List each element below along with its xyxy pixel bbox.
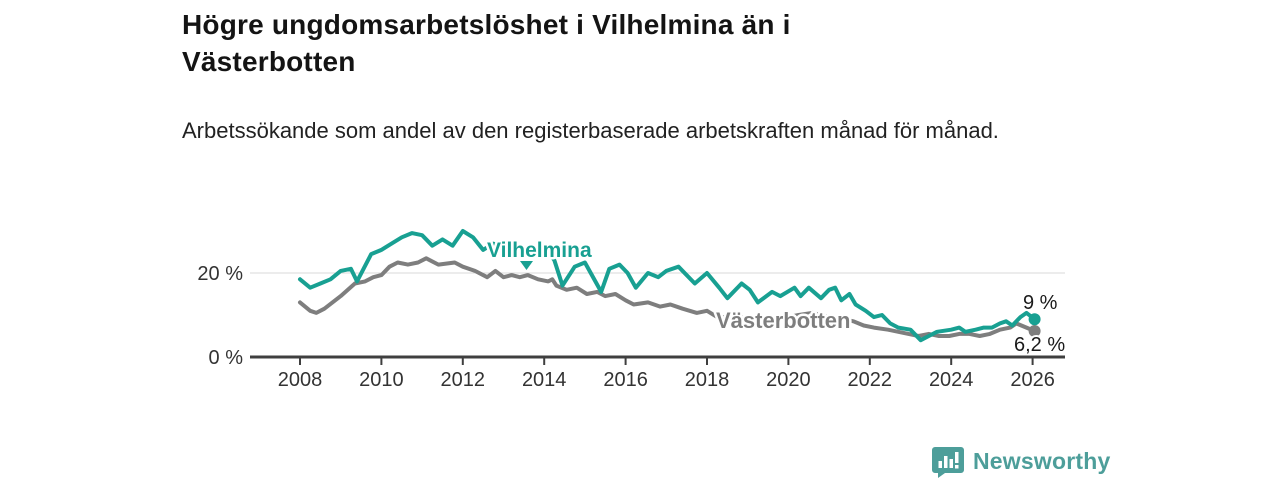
series-label-vilhelmina: Vilhelmina: [487, 239, 592, 262]
logo-bar-3: [949, 459, 953, 468]
x-axis: 2008 2010 2012 2014 2016 2018 2020 2022 2024 2026: [250, 355, 1065, 391]
series-label-vasterbotten: Västerbotten: [716, 308, 850, 333]
logo-bar-1: [938, 461, 942, 468]
page-subtitle: Arbetssökande som andel av den registerb…: [182, 118, 999, 143]
newsworthy-logo-icon: [932, 447, 964, 478]
y-axis-label-0: 0 %: [209, 347, 244, 369]
brand-footer: Newsworthy: [931, 444, 1110, 478]
end-value-label-vilhelmina: 9 %: [1023, 292, 1058, 314]
x-axis-label-2016: 2016: [603, 369, 648, 391]
logo-exclamation-dot: [955, 465, 959, 469]
logo-bubble-shape: [932, 447, 964, 478]
logo-bar-2: [944, 456, 948, 468]
x-axis-label-2008: 2008: [278, 369, 323, 391]
x-axis-label-2012: 2012: [441, 369, 486, 391]
series-line-vilhelmina: [298, 229, 1037, 343]
x-axis-label-2022: 2022: [848, 369, 893, 391]
x-axis-label-2014: 2014: [522, 369, 567, 391]
y-axis-label-20: 20 %: [197, 263, 243, 285]
x-axis-label-2010: 2010: [359, 369, 404, 391]
logo-exclamation-bar: [955, 452, 959, 463]
x-axis-label-2024: 2024: [929, 369, 974, 391]
x-axis-label-2020: 2020: [766, 369, 811, 391]
end-dot-västerbotten: [1028, 325, 1041, 337]
page-title: Högre ungdomsarbetslöshet i Vilhelmina ä…: [182, 9, 791, 77]
end-value-label-vasterbotten: 6,2 %: [1014, 334, 1065, 356]
series-layer: [298, 229, 1041, 343]
x-axis-label-2018: 2018: [685, 369, 730, 391]
newsworthy-logo-text: Newsworthy: [973, 447, 1111, 474]
x-axis-label-2026: 2026: [1010, 369, 1055, 391]
series-marker-triangle-icon: [520, 261, 533, 270]
end-dot-vilhelmina: [1028, 313, 1041, 326]
